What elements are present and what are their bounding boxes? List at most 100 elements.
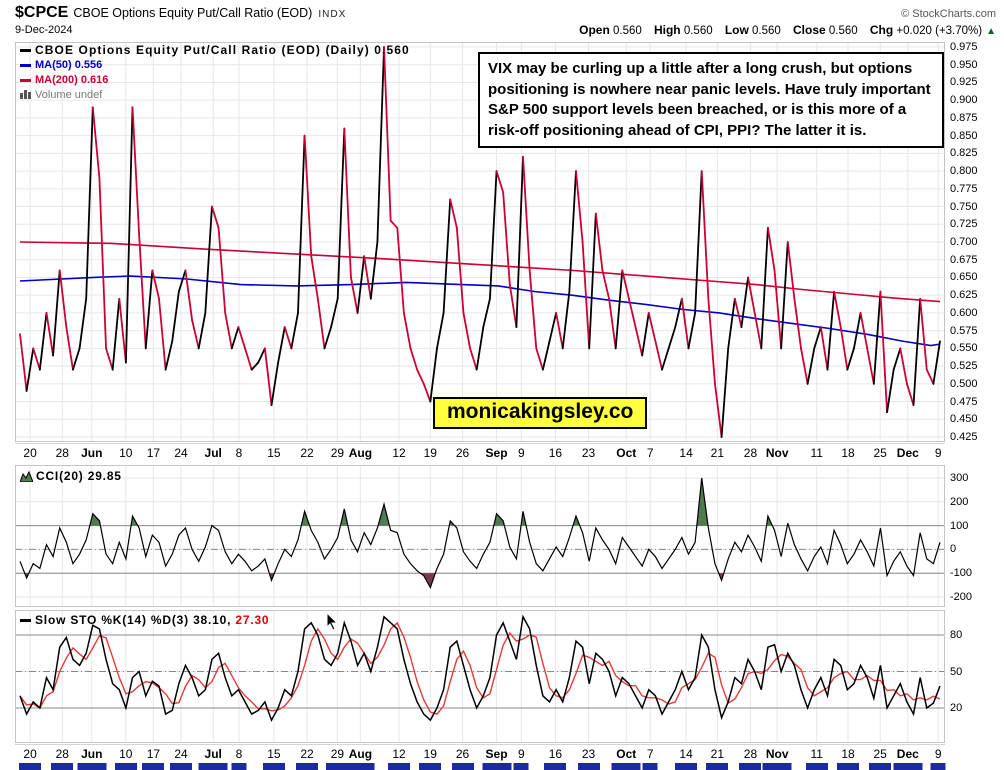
legend-volume: Volume undef: [20, 88, 410, 102]
x-axis-tick-label: Jun: [81, 747, 103, 761]
watermark: monicakingsley.co: [433, 397, 648, 429]
x-axis-tick-label: 10: [119, 747, 133, 761]
x-axis-tick-label: 20: [23, 747, 37, 761]
selection-highlight: [19, 763, 42, 770]
symbol: $CPCE: [15, 4, 69, 21]
ma-line: [19, 275, 941, 347]
selection-highlight: [198, 763, 228, 770]
cci-legend: CCI(20) 29.85: [19, 469, 122, 483]
selection-highlight: [345, 763, 375, 770]
open-value: 0.560: [612, 25, 642, 37]
selection-highlight: [142, 763, 165, 770]
sto-k-line: [19, 614, 941, 722]
cursor-icon: [326, 612, 339, 631]
selection-highlight: [388, 763, 411, 770]
x-axis-tick-label: Aug: [348, 446, 373, 460]
x-axis-tick-label: 18: [841, 446, 855, 460]
cci-overbought-fill: [696, 478, 709, 526]
x-axis-tick-label: 23: [581, 446, 596, 460]
x-axis-tick-label: 24: [174, 747, 188, 761]
close-label: Close: [793, 23, 826, 37]
open-label: Open: [579, 23, 610, 37]
quote-summary: Open 0.560 High 0.560 Low 0.560 Close 0.…: [570, 23, 996, 37]
sto-line-swatch: [20, 619, 31, 623]
y-axis-label: 0.750: [950, 200, 978, 213]
selection-highlight: [326, 763, 349, 770]
x-axis-tick-label: 16: [548, 446, 563, 460]
cci-overbought-fill: [378, 504, 390, 526]
x-axis-tick-label: 9: [934, 747, 942, 761]
x-axis-tick-label: 7: [646, 446, 654, 460]
x-axis-tick-label: Dec: [896, 747, 919, 761]
selection-highlight: [513, 763, 529, 770]
y-axis-label: 0.500: [950, 377, 978, 390]
high-label: High: [653, 23, 681, 37]
x-axis-tick-label: 26: [455, 747, 470, 761]
x-axis-tick-label: 9: [518, 747, 525, 761]
x-axis-tick-label: Oct: [616, 747, 637, 761]
y-axis-label: 100: [950, 519, 969, 532]
high-value: 0.560: [683, 25, 713, 37]
x-axis-tick-label: 19: [423, 747, 437, 761]
legend-ma200: MA(200) 0.616: [20, 73, 410, 87]
selection-highlight: [482, 763, 512, 770]
y-axis-label: 0.850: [950, 129, 978, 142]
x-axis-tick-label: 25: [873, 446, 887, 460]
x-axis-top: 20 28 Jun 10 17 24 Jul 8 15 22 29 Aug 12 19 26 Sep 9 16 23…: [15, 443, 945, 462]
y-axis-label: -200: [950, 591, 973, 603]
cci-overbought-fill: [301, 511, 310, 526]
selection-highlight: [296, 763, 319, 770]
stochastic-panel: [15, 610, 945, 743]
exchange-label: INDX: [318, 9, 347, 20]
x-axis-tick-label: 14: [679, 446, 693, 460]
x-axis-tick-label: 29: [330, 446, 345, 460]
chg-value: +0.020 (+3.70%): [896, 25, 983, 37]
y-axis-label: 0.550: [950, 342, 978, 355]
copyright: © StockCharts.com: [901, 8, 996, 20]
x-axis-tick-label: 15: [267, 446, 281, 460]
selection-highlight: [170, 763, 192, 770]
x-axis-tick-label: Aug: [348, 747, 373, 761]
x-axis-tick-label: 8: [235, 446, 243, 460]
y-axis-label: 0.575: [950, 324, 978, 337]
selection-highlight: [893, 763, 923, 770]
y-axis-label: 300: [950, 472, 969, 484]
x-axis-tick-label: 12: [392, 446, 406, 460]
y-axis-label: 0.675: [950, 253, 978, 266]
y-axis-label: 20: [950, 701, 963, 714]
y-axis-label: 0.925: [950, 76, 978, 89]
y-axis-label: 0.950: [950, 58, 978, 71]
selection-highlight: [77, 763, 107, 770]
x-axis-tick-label: 16: [548, 747, 563, 761]
y-axis-label: 0.425: [950, 431, 978, 443]
x-axis-tick-label: 8: [235, 747, 243, 761]
price-line: [19, 46, 941, 438]
up-triangle-icon: ▲: [986, 26, 996, 37]
x-axis-tick-label: 29: [330, 747, 345, 761]
x-axis-tick-label: 28: [55, 747, 69, 761]
selection-highlight: [739, 763, 762, 770]
x-axis-tick-label: 10: [119, 446, 133, 460]
selection-highlight: [762, 763, 792, 770]
x-axis-bottom: 20 28 Jun 10 17 24 Jul 8 15 22 29 Aug 12 19 26 Sep 9 16 23…: [15, 744, 945, 763]
selection-highlight: [869, 763, 892, 770]
sto-legend: Slow STO %K(14) %D(3) 38.10, 27.30: [20, 613, 269, 627]
main-price-panel: [15, 42, 945, 442]
x-axis-tick-label: Jul: [204, 747, 222, 761]
selection-highlight: [544, 763, 567, 770]
x-axis-tick-label: 17: [146, 747, 161, 761]
y-axis-label: 0.450: [950, 413, 978, 426]
x-axis-tick-label: Nov: [765, 446, 789, 460]
price-line-swatch: [20, 49, 31, 53]
x-axis-tick-label: Sep: [485, 747, 508, 761]
main-legend: CBOE Options Equity Put/Call Ratio (EOD)…: [20, 43, 410, 103]
chart-date: 9-Dec-2024: [15, 24, 73, 36]
y-axis-label: 0: [950, 543, 957, 556]
x-axis-tick-label: 24: [174, 446, 188, 460]
y-axis-label: 0.800: [950, 165, 978, 178]
x-axis-tick-label: Jun: [81, 446, 103, 460]
selection-highlight: [577, 763, 600, 770]
legend-ma50: MA(50) 0.556: [20, 58, 410, 72]
selection-highlight: [51, 763, 74, 770]
x-axis-tick-label: 22: [300, 446, 314, 460]
